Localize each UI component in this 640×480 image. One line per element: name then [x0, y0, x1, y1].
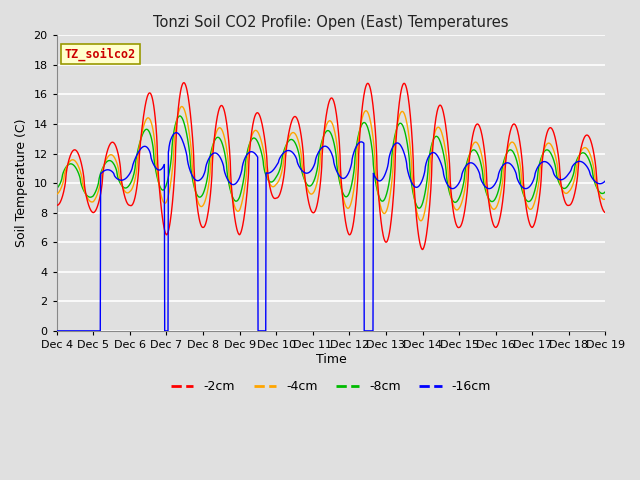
Title: Tonzi Soil CO2 Profile: Open (East) Temperatures: Tonzi Soil CO2 Profile: Open (East) Temp…	[154, 15, 509, 30]
Y-axis label: Soil Temperature (C): Soil Temperature (C)	[15, 119, 28, 247]
Legend: -2cm, -4cm, -8cm, -16cm: -2cm, -4cm, -8cm, -16cm	[166, 375, 496, 398]
Text: TZ_soilco2: TZ_soilco2	[65, 47, 136, 60]
X-axis label: Time: Time	[316, 353, 346, 366]
